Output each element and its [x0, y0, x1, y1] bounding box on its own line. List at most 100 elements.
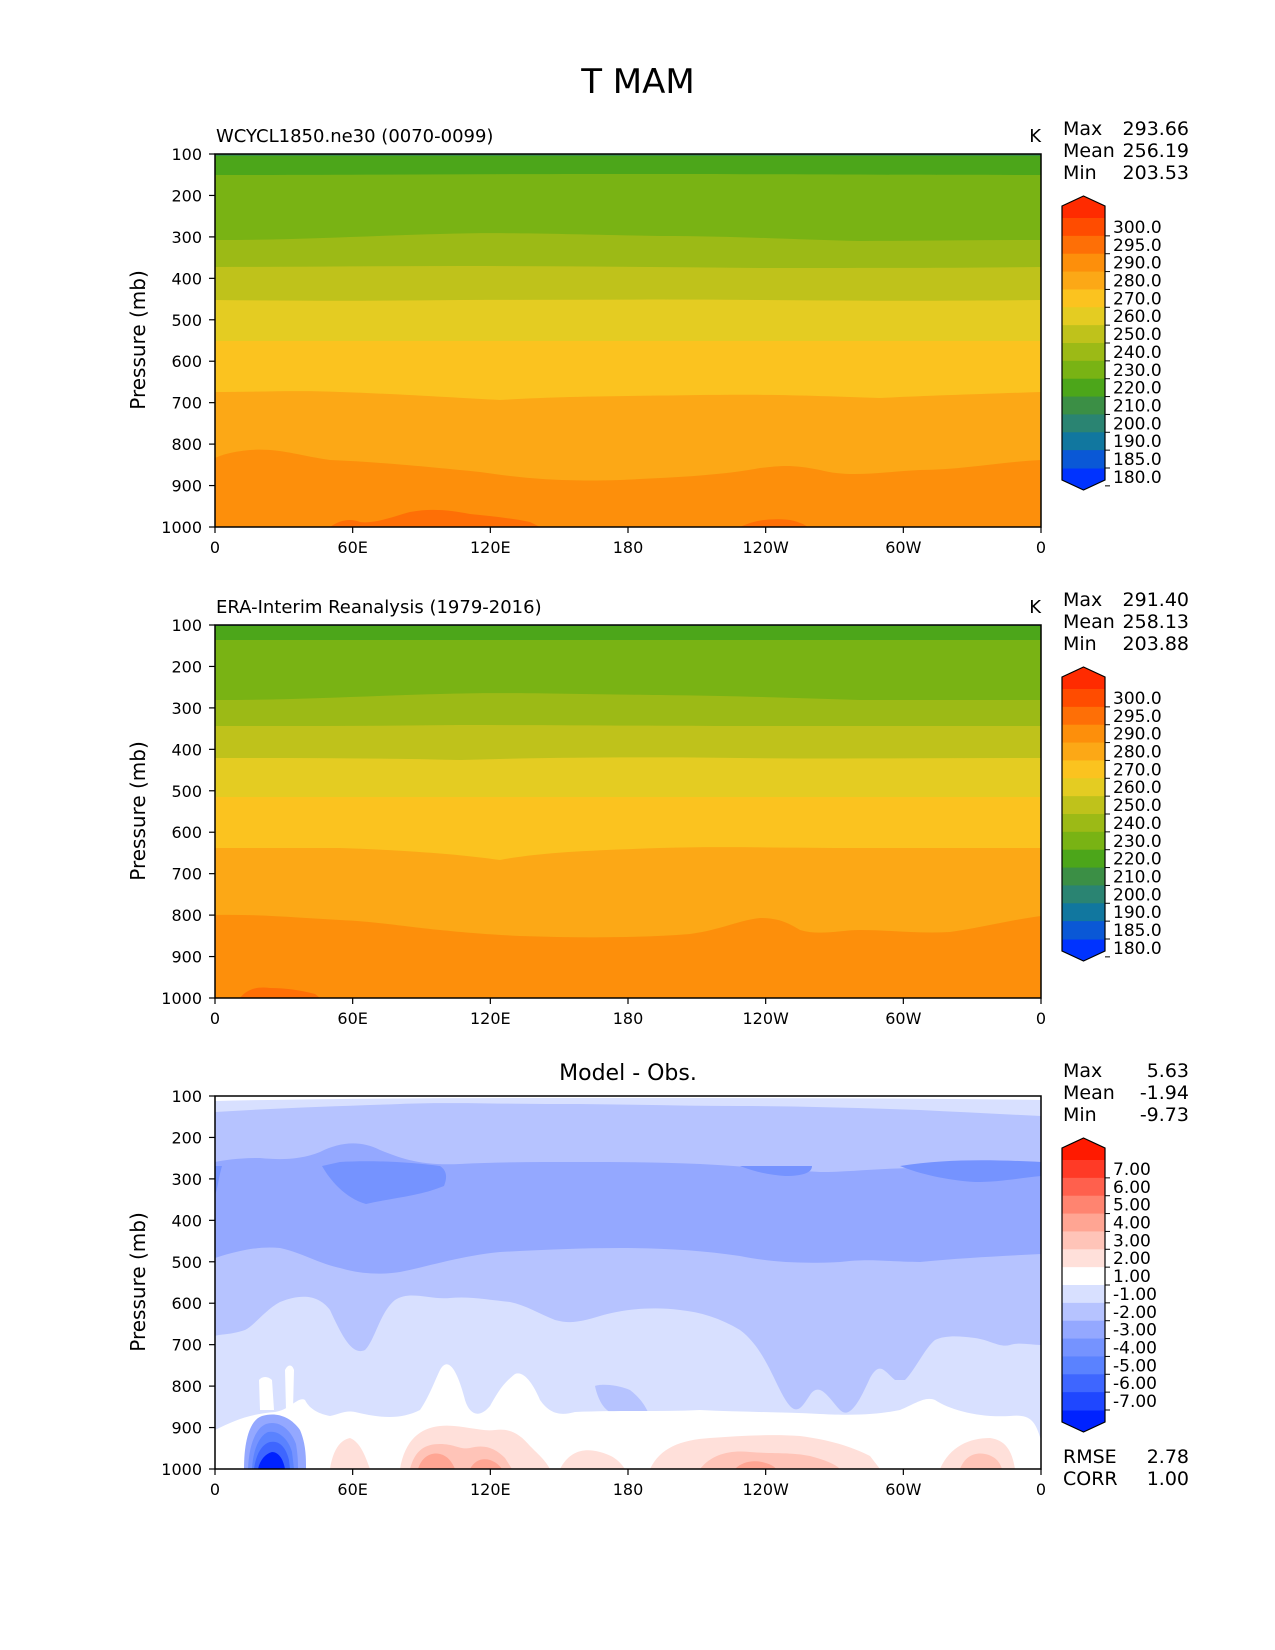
x-tick-label: 120E: [470, 1480, 511, 1499]
panel-units: K: [1029, 126, 1042, 147]
band-pos2-pos3: [410, 1444, 1002, 1469]
band-220-230: [215, 625, 1041, 640]
colorbar: 300.0295.0290.0280.0270.0260.0250.0240.0…: [1061, 666, 1162, 962]
panel-observations: ERA-Interim Reanalysis (1979-2016) K 100…: [126, 589, 1189, 1028]
x-tick-label: 0: [1036, 538, 1046, 557]
stat-value: 256.19: [1123, 140, 1189, 162]
y-axis-label: Pressure (mb): [126, 741, 150, 881]
colorbar-swatch: [1062, 778, 1105, 797]
stat-label: Max: [1063, 1060, 1102, 1082]
band-neg3-neg4-pocket: [215, 1160, 1041, 1204]
stat-label: Max: [1063, 118, 1102, 140]
colorbar-label: 190.0: [1113, 903, 1162, 923]
x-tick-label: 0: [210, 538, 220, 557]
colorbar-label: -7.00: [1113, 1392, 1157, 1412]
stat-label: Mean: [1063, 611, 1115, 633]
stat-value: 203.53: [1123, 162, 1189, 184]
colorbar-label: 190.0: [1113, 432, 1162, 452]
colorbar-swatch: [1062, 885, 1105, 904]
colorbar-swatch: [1062, 325, 1105, 344]
panel-difference: Model - Obs. 100 200 300 400 500 600 700 800 900…: [126, 1060, 1189, 1499]
colorbar-label: -6.00: [1113, 1374, 1157, 1394]
colorbar-label: 300.0: [1113, 689, 1162, 709]
colorbar-label: 280.0: [1113, 743, 1162, 763]
stat-value: 203.88: [1123, 633, 1189, 655]
y-tick-label: 100: [171, 145, 202, 164]
band-220-230: [215, 154, 1041, 175]
colorbar-swatch: [1062, 271, 1105, 290]
colorbar-swatch: [1062, 235, 1105, 255]
x-tick-label: 120W: [742, 538, 789, 557]
x-tick-label: 60E: [337, 1009, 367, 1028]
colorbar-label: 250.0: [1113, 796, 1162, 816]
stat-label: Max: [1063, 589, 1102, 611]
stat-value: 2.78: [1147, 1446, 1189, 1468]
colorbar-swatch: [1062, 253, 1105, 273]
panel-title-left: ERA-Interim Reanalysis (1979-2016): [216, 597, 542, 618]
figure-title: T MAM: [580, 62, 695, 102]
colorbar-label: 210.0: [1113, 868, 1162, 888]
x-tick-label: 0: [210, 1009, 220, 1028]
y-tick-label: 700: [171, 1336, 202, 1355]
stat-label: CORR: [1063, 1468, 1118, 1490]
panel-title-center: Model - Obs.: [559, 1061, 697, 1086]
colorbar-extend-max: [1062, 1138, 1105, 1160]
y-tick-label: 900: [171, 948, 202, 967]
band-230-240: [215, 154, 1041, 241]
colorbar-swatch: [1062, 1320, 1105, 1340]
stat-value: -1.94: [1140, 1082, 1189, 1104]
colorbar-swatch: [1062, 1302, 1105, 1322]
colorbar-label: -1.00: [1113, 1285, 1157, 1305]
y-tick-label: 100: [171, 616, 202, 635]
colorbar-label: 280.0: [1113, 272, 1162, 292]
band-neg2-neg3-pocket: [595, 1384, 648, 1412]
x-tick-label: 60W: [885, 538, 921, 557]
colorbar-swatch: [1062, 289, 1105, 308]
colorbar-swatch: [1062, 1392, 1105, 1411]
stats-box: Max 5.63 Mean -1.94 Min -9.73 RMSE 2.78 …: [1063, 1060, 1189, 1490]
colorbar-swatch: [1062, 1356, 1105, 1375]
stat-value: 1.00: [1147, 1468, 1189, 1490]
x-tick-label: 180: [613, 538, 644, 557]
colorbar-swatch: [1062, 343, 1105, 362]
colorbar-swatch: [1062, 849, 1105, 869]
colorbar-swatch: [1062, 760, 1105, 779]
colorbar-label: -4.00: [1113, 1339, 1157, 1359]
y-tick-label: 600: [171, 1294, 202, 1313]
band-neg2-neg3-upper: [215, 1096, 1041, 1175]
colorbar-swatch: [1062, 218, 1105, 237]
colorbar-swatch: [1062, 1338, 1105, 1357]
x-tick-label: 60E: [337, 1480, 367, 1499]
colorbar-label: 250.0: [1113, 325, 1162, 345]
band-neg1-neg2-upper: [215, 1096, 1041, 1116]
y-tick-label: 800: [171, 435, 202, 454]
y-tick-label: 400: [171, 1211, 202, 1230]
colorbar-label: 180.0: [1113, 468, 1162, 488]
stat-label: Mean: [1063, 140, 1115, 162]
y-tick-label: 1000: [161, 518, 202, 537]
colorbar-label: 180.0: [1113, 939, 1162, 959]
x-tick-label: 0: [210, 1480, 220, 1499]
stat-value: 293.66: [1123, 118, 1189, 140]
stat-label: Min: [1063, 1104, 1097, 1126]
colorbar-swatch: [1062, 903, 1105, 922]
colorbar-label: 240.0: [1113, 814, 1162, 834]
colorbar-label: 300.0: [1113, 218, 1162, 238]
colorbar-swatch: [1062, 1231, 1105, 1250]
x-tick-label: 0: [1036, 1480, 1046, 1499]
y-tick-label: 900: [171, 477, 202, 496]
y-tick-label: 200: [171, 186, 202, 205]
band-zero-upper: [215, 1096, 1041, 1101]
y-tick-label: 600: [171, 823, 202, 842]
colorbar-swatch: [1062, 1249, 1105, 1268]
contour-field: [215, 625, 1041, 998]
colorbar-extend-min: [1062, 468, 1105, 490]
band-295-300: [330, 509, 808, 527]
colorbar-label: 2.00: [1113, 1249, 1151, 1269]
colorbar-swatch: [1062, 921, 1105, 940]
panel-model: WCYCL1850.ne30 (0070-0099) K 100 200 300 40…: [126, 118, 1189, 557]
colorbar-swatch: [1062, 1374, 1105, 1393]
y-tick-label: 600: [171, 352, 202, 371]
band-neg7-bottom: [258, 1452, 285, 1469]
